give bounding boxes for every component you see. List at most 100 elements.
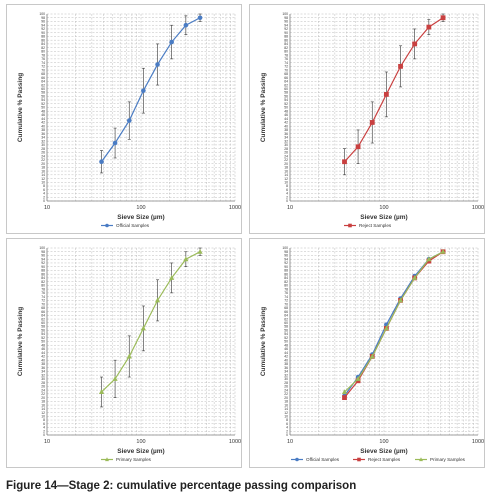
- data-point: [383, 325, 389, 331]
- y-tick-label: 40: [41, 124, 45, 128]
- y-tick-label: 76: [41, 57, 45, 61]
- y-tick-label: 2: [43, 429, 45, 433]
- y-tick-label: 16: [284, 169, 288, 173]
- y-tick-label: 40: [284, 124, 288, 128]
- data-point: [141, 88, 146, 93]
- y-tick-label: 30: [284, 377, 288, 381]
- data-point: [183, 256, 189, 262]
- y-tick-label: 92: [284, 261, 288, 265]
- y-tick-label: 40: [284, 358, 288, 362]
- y-tick-label: 84: [284, 42, 288, 46]
- chart-svg: 0246810121416182022242628303234363840424…: [17, 246, 241, 462]
- y-tick-label: 50: [41, 106, 45, 110]
- y-tick-label: 48: [284, 343, 288, 347]
- y-tick-label: 84: [41, 42, 45, 46]
- data-point: [426, 24, 432, 30]
- legend-label: Official Samples: [116, 223, 150, 228]
- y-tick-label: 48: [41, 109, 45, 113]
- y-tick-label: 64: [284, 80, 288, 84]
- y-tick-label: 12: [41, 411, 45, 415]
- y-tick-label: 62: [284, 317, 288, 321]
- y-tick-label: 28: [284, 147, 288, 151]
- data-point: [355, 376, 361, 381]
- legend: Primary Samples: [101, 457, 152, 462]
- y-tick-label: 82: [41, 46, 45, 50]
- legend-marker: [105, 457, 109, 462]
- y-tick-label: 32: [284, 139, 288, 143]
- y-tick-label: 66: [284, 310, 288, 314]
- y-tick-label: 72: [284, 299, 288, 303]
- y-tick-label: 54: [284, 98, 288, 102]
- series-official-samples: [342, 249, 446, 399]
- y-tick-label: 18: [41, 400, 45, 404]
- y-tick-label: 62: [41, 83, 45, 87]
- y-tick-label: 38: [284, 128, 288, 132]
- y-tick-label: 44: [41, 351, 45, 355]
- y-tick-label: 74: [41, 295, 45, 299]
- y-tick-label: 68: [41, 72, 45, 76]
- data-point: [341, 389, 348, 394]
- y-tick-label: 76: [284, 291, 288, 295]
- y-tick-labels: 0246810121416182022242628303234363840424…: [282, 12, 288, 203]
- data-point: [426, 256, 432, 262]
- y-tick-label: 94: [41, 257, 45, 261]
- y-tick-label: 34: [284, 136, 288, 140]
- x-tick-label: 100: [136, 439, 145, 445]
- y-tick-label: 30: [41, 377, 45, 381]
- y-tick-label: 28: [41, 381, 45, 385]
- y-tick-label: 34: [41, 136, 45, 140]
- y-tick-label: 2: [286, 195, 288, 199]
- y-tick-label: 82: [41, 280, 45, 284]
- y-tick-label: 10: [41, 415, 45, 419]
- y-tick-label: 76: [41, 291, 45, 295]
- chart-svg: 0246810121416182022242628303234363840424…: [260, 246, 484, 462]
- y-tick-label: 98: [41, 250, 45, 254]
- y-tick-label: 54: [41, 332, 45, 336]
- y-tick-label: 30: [284, 143, 288, 147]
- y-tick-label: 2: [43, 195, 45, 199]
- y-tick-label: 12: [284, 411, 288, 415]
- y-tick-label: 4: [286, 426, 288, 430]
- y-tick-label: 6: [286, 422, 288, 426]
- y-tick-label: 6: [43, 422, 45, 426]
- y-tick-label: 80: [41, 50, 45, 54]
- x-tick-label: 100: [379, 439, 388, 445]
- y-tick-label: 56: [284, 328, 288, 332]
- legend-marker: [105, 223, 109, 228]
- y-axis-label: Cumulative % Passing: [260, 73, 267, 142]
- legend-label: Reject Samples: [359, 223, 392, 228]
- data-point: [397, 297, 404, 303]
- series-line: [101, 251, 201, 393]
- chart-official-samples: 0 2 4 6 8 10 12 14 16 18 20 22 24 26 28 30 32 34 36 38 40 42 4…: [6, 4, 242, 234]
- y-tick-label: 22: [284, 392, 288, 396]
- y-tick-label: 8: [286, 184, 288, 188]
- y-tick-label: 82: [284, 280, 288, 284]
- data-point: [154, 297, 161, 303]
- y-tick-label: 88: [41, 35, 45, 39]
- y-tick-label: 22: [41, 392, 45, 396]
- y-axis-label: Cumulative % Passing: [260, 307, 267, 376]
- y-tick-label: 46: [41, 347, 45, 351]
- y-tick-labels: 0246810121416182022242628303234363840424…: [282, 246, 288, 437]
- y-tick-label: 26: [41, 151, 45, 155]
- y-tick-label: 44: [41, 117, 45, 121]
- y-tick-label: 84: [284, 276, 288, 280]
- y-tick-label: 16: [41, 169, 45, 173]
- y-tick-label: 50: [41, 340, 45, 344]
- y-tick-label: 98: [41, 16, 45, 20]
- y-tick-label: 74: [284, 61, 288, 65]
- y-tick-label: 26: [284, 151, 288, 155]
- y-tick-label: 70: [284, 68, 288, 72]
- y-tick-label: 96: [284, 20, 288, 24]
- data-point: [440, 15, 446, 21]
- gridlines: [289, 13, 479, 202]
- data-point: [342, 395, 347, 400]
- data-point: [155, 62, 160, 67]
- x-tick-label: 10: [287, 439, 293, 445]
- y-tick-label: 52: [41, 102, 45, 106]
- y-tick-label: 78: [41, 53, 45, 57]
- x-tick-label: 1000: [472, 205, 484, 211]
- legend: Official Samples: [101, 223, 150, 228]
- y-tick-labels: 0246810121416182022242628303234363840424…: [39, 246, 45, 437]
- y-tick-label: 16: [284, 403, 288, 407]
